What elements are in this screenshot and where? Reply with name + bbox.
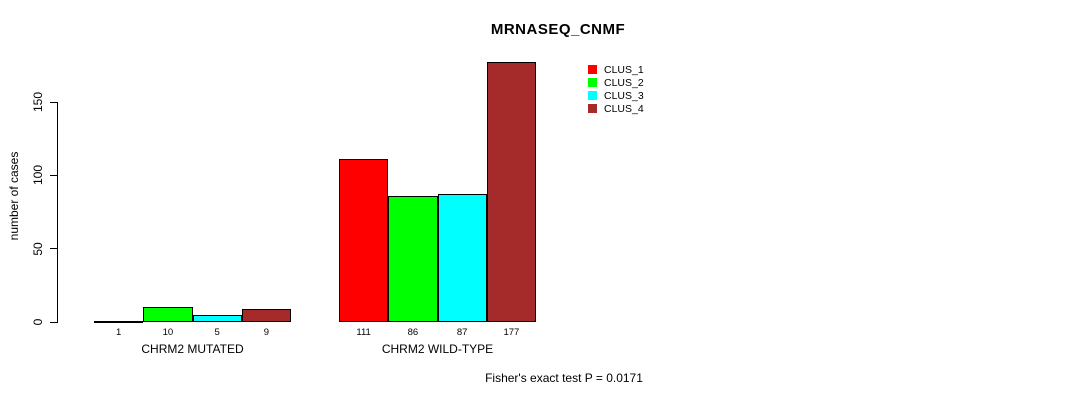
bar-value-label: 87 xyxy=(456,327,468,338)
legend-label: CLUS_3 xyxy=(604,89,644,102)
legend-item-clus_3: CLUS_3 xyxy=(588,89,644,102)
y-axis-tick xyxy=(50,321,57,323)
legend-swatch xyxy=(588,78,597,87)
legend: CLUS_1 CLUS_2 CLUS_3 CLUS_4 xyxy=(588,63,644,115)
legend-item-clus_4: CLUS_4 xyxy=(588,102,644,115)
bar-value-label: 5 xyxy=(214,327,220,338)
bar-clus_2-wild-type xyxy=(388,195,438,322)
category-label: CHRM2 MUTATED xyxy=(141,342,244,356)
bar-value-label: 1 xyxy=(115,327,122,338)
y-axis-tick-label-text: 50 xyxy=(31,241,45,256)
y-axis-tick-label-text: 100 xyxy=(31,165,45,186)
y-axis-tick xyxy=(50,101,57,103)
stat-annotation: Fisher's exact test P = 0.0171 xyxy=(485,371,643,385)
legend-swatch xyxy=(588,91,597,100)
bar-value-label: 10 xyxy=(162,327,174,338)
legend-swatch xyxy=(588,65,597,74)
bar-clus_4-wild-type xyxy=(486,62,536,322)
legend-label: CLUS_2 xyxy=(604,76,644,89)
y-axis-tick-label-text: 0 xyxy=(31,318,45,326)
legend-label: CLUS_1 xyxy=(604,63,644,76)
bar-clus_1-wild-type xyxy=(339,159,389,322)
bar-value-label: 111 xyxy=(356,327,371,338)
y-axis-line xyxy=(57,102,58,323)
legend-item-clus_1: CLUS_1 xyxy=(588,63,644,76)
bar-clus_3-mutated xyxy=(192,314,242,322)
bar-clus_3-wild-type xyxy=(437,194,487,322)
bar-clus_4-mutated xyxy=(241,308,291,322)
bar-value-label: 9 xyxy=(263,327,270,338)
bar-clus_1-mutated xyxy=(94,320,144,323)
y-axis-tick xyxy=(50,174,57,176)
bar-value-label: 177 xyxy=(503,327,520,338)
legend-label: CLUS_4 xyxy=(604,102,644,115)
category-label: CHRM2 WILD-TYPE xyxy=(381,342,494,356)
y-axis-tick xyxy=(50,248,57,250)
chart-title: MRNASEQ_CNMF xyxy=(490,21,626,38)
legend-swatch xyxy=(588,104,597,113)
legend-item-clus_2: CLUS_2 xyxy=(588,76,644,89)
bar-clus_2-mutated xyxy=(143,307,193,322)
y-axis-tick-label-text: 150 xyxy=(31,91,45,113)
bar-value-label: 86 xyxy=(407,327,419,338)
